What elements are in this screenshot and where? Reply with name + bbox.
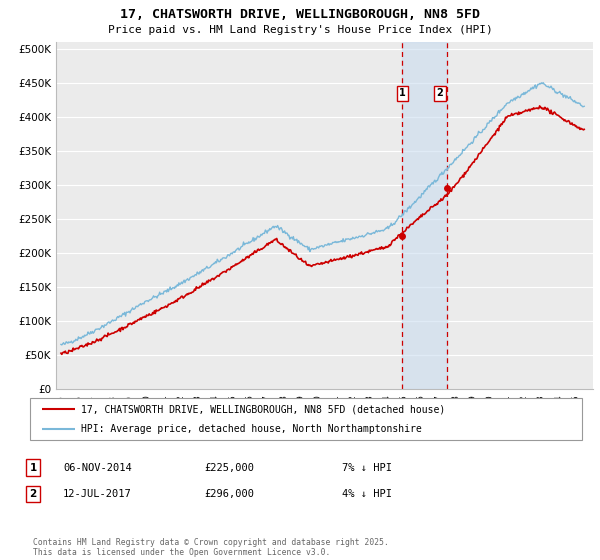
Text: 4% ↓ HPI: 4% ↓ HPI	[342, 489, 392, 499]
Text: 17, CHATSWORTH DRIVE, WELLINGBOROUGH, NN8 5FD: 17, CHATSWORTH DRIVE, WELLINGBOROUGH, NN…	[120, 8, 480, 21]
Text: Contains HM Land Registry data © Crown copyright and database right 2025.
This d: Contains HM Land Registry data © Crown c…	[33, 538, 389, 557]
Text: Price paid vs. HM Land Registry's House Price Index (HPI): Price paid vs. HM Land Registry's House …	[107, 25, 493, 35]
Text: 06-NOV-2014: 06-NOV-2014	[63, 463, 132, 473]
Text: £225,000: £225,000	[204, 463, 254, 473]
Text: 17, CHATSWORTH DRIVE, WELLINGBOROUGH, NN8 5FD (detached house): 17, CHATSWORTH DRIVE, WELLINGBOROUGH, NN…	[81, 404, 445, 414]
Text: 12-JUL-2017: 12-JUL-2017	[63, 489, 132, 499]
Text: HPI: Average price, detached house, North Northamptonshire: HPI: Average price, detached house, Nort…	[81, 424, 422, 434]
Text: 2: 2	[29, 489, 37, 499]
Text: 2: 2	[437, 88, 443, 99]
Text: 7% ↓ HPI: 7% ↓ HPI	[342, 463, 392, 473]
Text: 1: 1	[399, 88, 406, 99]
Bar	[401, 42, 448, 389]
Text: 1: 1	[29, 463, 37, 473]
Text: £296,000: £296,000	[204, 489, 254, 499]
